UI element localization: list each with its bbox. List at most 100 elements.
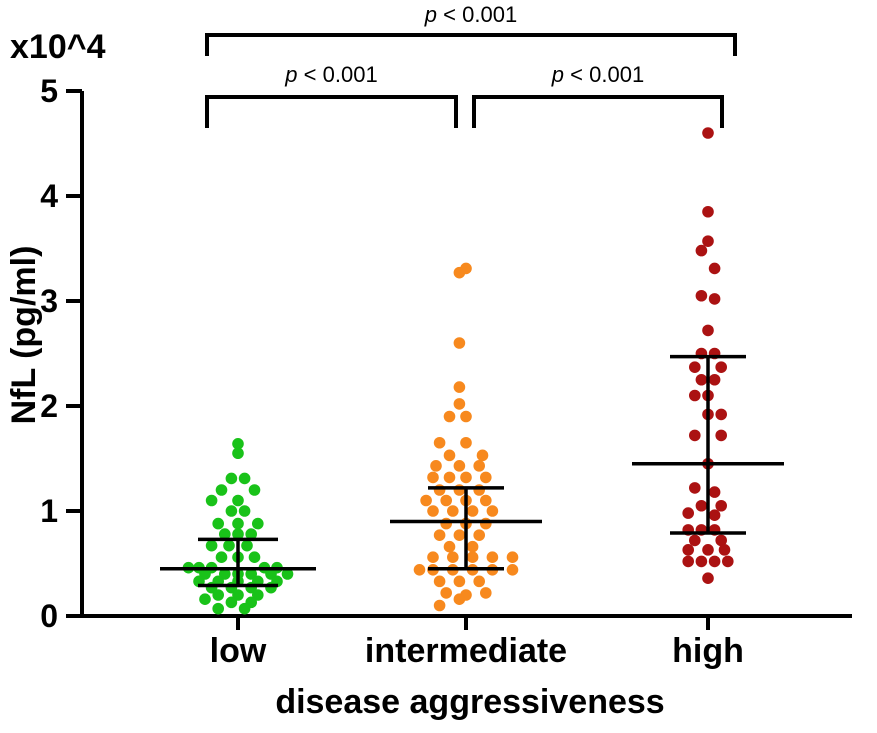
data-point-low — [215, 551, 228, 563]
data-point-intermediate — [433, 529, 446, 541]
bracket-low-intermediate — [205, 95, 458, 128]
data-point-low — [238, 602, 251, 615]
data-point-low — [232, 447, 244, 460]
data-point-intermediate — [433, 599, 446, 612]
data-point-intermediate — [466, 505, 479, 517]
data-point-intermediate — [453, 381, 466, 393]
data-point-high — [708, 373, 721, 386]
data-point-intermediate — [443, 471, 456, 484]
data-point-high — [718, 544, 731, 556]
data-point-intermediate — [473, 484, 486, 496]
y-axis-ticks: 0 1 2 3 4 5 — [40, 73, 82, 634]
data-point-intermediate — [443, 449, 456, 462]
data-point-intermediate — [433, 436, 446, 449]
data-point-high — [702, 324, 714, 337]
data-point-low — [223, 539, 235, 552]
data-point-intermediate — [473, 575, 486, 588]
x-axis-title: disease aggressiveness — [275, 683, 664, 721]
data-point-low — [199, 593, 211, 605]
data-point-high — [715, 499, 727, 512]
data-point-high — [695, 555, 708, 568]
data-point-low — [225, 472, 238, 485]
data-point-high — [689, 482, 701, 494]
y-tick-label: 2 — [40, 388, 58, 424]
data-point-low — [205, 539, 218, 552]
data-point-intermediate — [440, 494, 453, 507]
data-point-high — [695, 289, 708, 302]
category-label-low: low — [210, 632, 267, 670]
data-point-intermediate — [476, 449, 489, 462]
data-point-low — [238, 505, 251, 517]
data-point-intermediate — [427, 471, 439, 484]
data-point-intermediate — [473, 460, 486, 472]
data-point-high — [689, 534, 701, 547]
data-point-intermediate — [453, 575, 466, 588]
data-point-high — [708, 486, 721, 498]
data-point-intermediate — [447, 505, 459, 517]
data-point-intermediate — [480, 517, 492, 530]
data-point-high — [702, 544, 714, 556]
data-point-intermediate — [447, 551, 459, 563]
y-axis-multiplier: x10^4 — [10, 28, 106, 66]
data-point-high — [689, 361, 701, 373]
data-point-low — [232, 517, 244, 530]
data-point-intermediate — [443, 540, 456, 553]
data-point-intermediate — [466, 540, 479, 553]
data-point-low — [232, 528, 244, 540]
data-point-intermediate — [460, 436, 472, 449]
data-point-low — [232, 494, 244, 507]
data-point-low — [212, 602, 224, 615]
data-point-intermediate — [480, 494, 492, 507]
data-point-high — [722, 555, 734, 568]
data-point-high — [689, 389, 701, 402]
data-point-high — [695, 244, 708, 257]
x-axis-ticks — [236, 616, 710, 630]
data-point-high — [715, 534, 727, 547]
data-point-high — [689, 429, 701, 442]
data-point-high — [715, 408, 727, 421]
data-point-intermediate — [443, 410, 456, 423]
data-point-high — [715, 361, 727, 373]
data-point-intermediate — [427, 505, 439, 517]
pvalue-label-low-high: p < 0.001 — [424, 2, 517, 27]
data-point-intermediate — [480, 587, 492, 599]
data-point-high — [702, 235, 714, 247]
data-point-intermediate — [427, 551, 439, 563]
data-point-intermediate — [413, 564, 426, 576]
y-tick-label: 0 — [40, 598, 58, 634]
data-point-low — [232, 438, 244, 450]
data-point-intermediate — [433, 575, 446, 588]
data-point-high — [708, 293, 721, 305]
data-point-high — [708, 509, 721, 521]
data-point-intermediate — [453, 529, 466, 541]
data-point-intermediate — [480, 471, 492, 484]
data-point-intermediate — [473, 529, 486, 541]
data-point-low — [212, 589, 224, 601]
data-point-intermediate — [430, 460, 442, 472]
y-tick-label: 1 — [40, 493, 58, 529]
data-point-high — [702, 205, 714, 218]
pvalue-label-intermediate-high: p < 0.001 — [551, 62, 644, 87]
y-tick-label: 3 — [40, 283, 58, 319]
data-point-intermediate — [420, 494, 432, 507]
data-point-intermediate — [440, 587, 453, 599]
data-point-low — [212, 517, 224, 530]
data-point-intermediate — [486, 505, 499, 517]
median-iqr-lines — [160, 354, 784, 588]
data-point-intermediate — [433, 484, 446, 496]
data-point-intermediate — [460, 471, 472, 484]
data-point-low — [248, 551, 261, 563]
data-points — [182, 127, 734, 615]
data-point-intermediate — [466, 551, 479, 563]
category-label-intermediate: intermediate — [365, 632, 567, 670]
pvalue-label-low-intermediate: p < 0.001 — [284, 62, 377, 87]
data-point-low — [219, 528, 231, 540]
y-axis-title: NfL (pg/ml) — [5, 246, 43, 425]
data-point-intermediate — [453, 593, 466, 605]
data-point-low — [225, 505, 238, 517]
data-point-intermediate — [486, 551, 499, 563]
data-point-low — [265, 581, 277, 594]
data-point-low — [245, 528, 257, 540]
data-point-intermediate — [460, 410, 472, 423]
